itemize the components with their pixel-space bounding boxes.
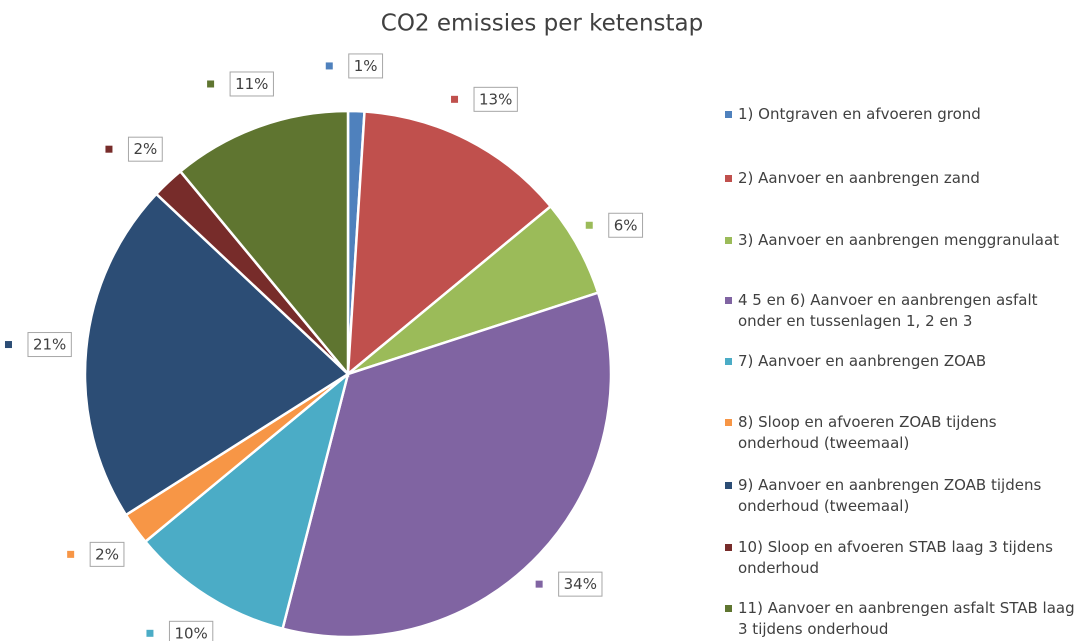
legend-swatch — [725, 111, 732, 118]
legend-swatch — [725, 419, 732, 426]
data-label: 10% — [174, 624, 207, 641]
legend-entry: 8) Sloop en afvoeren ZOAB tijdens onderh… — [725, 412, 1075, 454]
pie-slice — [178, 109, 350, 378]
data-label: 2% — [133, 140, 157, 158]
data-label-marker — [67, 550, 75, 558]
pie-slice — [83, 192, 351, 517]
data-label-marker — [451, 95, 459, 103]
data-label: 13% — [479, 90, 512, 108]
data-label: 1% — [354, 57, 378, 75]
legend-label: 8) Sloop en afvoeren ZOAB tijdens onderh… — [738, 413, 997, 452]
data-label-box — [348, 53, 384, 79]
data-label-marker — [535, 580, 543, 588]
legend-label: 9) Aanvoer en aanbrengen ZOAB tijdens on… — [738, 476, 1042, 515]
data-label-box — [168, 620, 214, 641]
legend-entry: 11) Aanvoer en aanbrengen asfalt STAB la… — [725, 598, 1075, 640]
legend-swatch — [725, 605, 732, 612]
legend-label: 7) Aanvoer en aanbrengen ZOAB — [738, 352, 987, 370]
data-label: 6% — [614, 216, 638, 234]
data-label-box — [608, 212, 644, 238]
data-label-marker — [207, 80, 215, 88]
data-label-box — [229, 71, 274, 97]
legend-label: 1) Ontgraven en afvoeren grond — [738, 105, 981, 123]
data-label-marker — [146, 629, 154, 637]
data-label: 34% — [564, 575, 597, 593]
pie-slice — [281, 291, 613, 639]
legend-entry: 9) Aanvoer en aanbrengen ZOAB tijdens on… — [725, 475, 1075, 517]
data-label-marker — [325, 62, 333, 70]
data-label: 11% — [235, 75, 268, 93]
legend-label: 3) Aanvoer en aanbrengen menggranulaat — [738, 231, 1060, 249]
legend-swatch — [725, 482, 732, 489]
data-label-box — [89, 541, 125, 567]
legend-entry: 1) Ontgraven en afvoeren grond — [725, 104, 1075, 125]
legend-swatch — [725, 544, 732, 551]
data-label-marker — [105, 145, 113, 153]
legend-entry: 4 5 en 6) Aanvoer en aanbrengen asfalt o… — [725, 290, 1075, 332]
data-label: 21% — [33, 336, 66, 354]
legend-entry: 10) Sloop en afvoeren STAB laag 3 tijden… — [725, 537, 1075, 579]
chart-title: CO2 emissies per ketenstap — [381, 11, 703, 37]
data-label-box — [473, 86, 518, 112]
legend-swatch — [725, 358, 732, 365]
data-label-box — [127, 136, 163, 162]
legend-entry: 7) Aanvoer en aanbrengen ZOAB — [725, 351, 1075, 372]
data-label-box — [27, 332, 72, 358]
data-label-marker — [4, 341, 12, 349]
legend-label: 2) Aanvoer en aanbrengen zand — [738, 169, 980, 187]
data-label: 2% — [95, 545, 119, 563]
pie-slice — [346, 110, 553, 377]
legend-swatch — [725, 297, 732, 304]
legend-label: 11) Aanvoer en aanbrengen asfalt STAB la… — [738, 599, 1075, 638]
legend-label: 10) Sloop en afvoeren STAB laag 3 tijden… — [738, 538, 1053, 577]
data-label-marker — [585, 221, 593, 229]
legend-swatch — [725, 237, 732, 244]
legend-entry: 3) Aanvoer en aanbrengen menggranulaat — [725, 230, 1075, 251]
data-label-box — [558, 571, 603, 597]
legend-entry: 2) Aanvoer en aanbrengen zand — [725, 168, 1075, 189]
pie-slice — [143, 370, 351, 631]
legend-swatch — [725, 175, 732, 182]
legend-label: 4 5 en 6) Aanvoer en aanbrengen asfalt o… — [738, 291, 1038, 330]
